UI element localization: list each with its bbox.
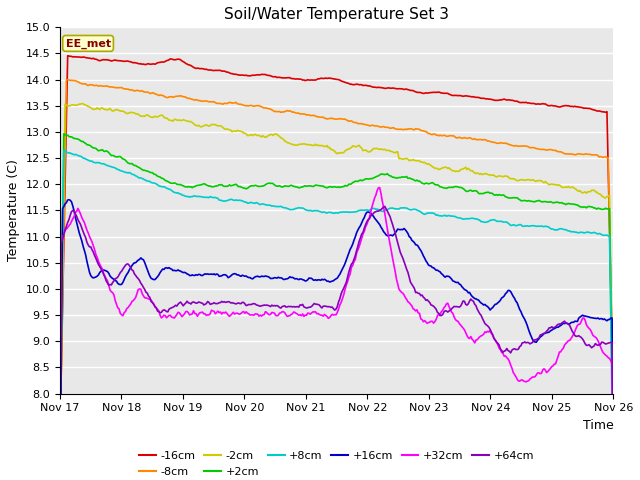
-16cm: [442, 90, 449, 96]
Line: +32cm: +32cm: [60, 188, 613, 480]
+2cm: [378, 171, 386, 177]
-8cm: [56, 443, 64, 449]
+16cm: [609, 439, 617, 444]
-2cm: [56, 455, 64, 461]
+8cm: [56, 431, 64, 436]
+64cm: [56, 432, 64, 438]
+32cm: [564, 338, 572, 344]
+2cm: [564, 201, 572, 206]
+8cm: [378, 208, 386, 214]
-2cm: [609, 424, 617, 430]
-8cm: [442, 132, 449, 138]
+32cm: [495, 345, 503, 351]
-8cm: [564, 151, 572, 157]
-16cm: [564, 103, 572, 108]
-2cm: [564, 184, 572, 190]
Line: +64cm: +64cm: [60, 206, 613, 480]
-8cm: [484, 138, 492, 144]
-8cm: [495, 140, 503, 146]
Line: -16cm: -16cm: [60, 56, 613, 433]
-2cm: [484, 171, 492, 177]
+64cm: [484, 323, 492, 329]
+64cm: [99, 268, 106, 274]
Line: +8cm: +8cm: [60, 150, 613, 480]
-8cm: [609, 416, 617, 422]
Title: Soil/Water Temperature Set 3: Soil/Water Temperature Set 3: [224, 7, 449, 22]
-2cm: [100, 106, 108, 112]
+8cm: [484, 219, 492, 225]
+16cm: [495, 299, 503, 305]
-16cm: [495, 97, 503, 103]
+2cm: [60, 131, 68, 137]
+64cm: [442, 308, 449, 314]
+16cm: [442, 274, 449, 280]
-16cm: [64, 53, 72, 59]
+32cm: [442, 303, 449, 309]
+16cm: [484, 304, 492, 310]
+2cm: [56, 421, 64, 427]
+8cm: [100, 161, 108, 167]
Line: +2cm: +2cm: [60, 134, 613, 467]
-16cm: [609, 401, 617, 407]
-2cm: [78, 101, 86, 107]
+2cm: [609, 464, 617, 470]
+16cm: [564, 321, 572, 327]
+32cm: [99, 266, 106, 272]
+2cm: [100, 148, 108, 154]
+64cm: [377, 207, 385, 213]
-8cm: [64, 77, 72, 83]
Line: -2cm: -2cm: [60, 104, 613, 458]
-8cm: [378, 124, 386, 130]
+2cm: [484, 190, 492, 195]
+64cm: [381, 204, 388, 209]
Line: -8cm: -8cm: [60, 80, 613, 446]
+8cm: [60, 147, 68, 153]
+64cm: [495, 342, 503, 348]
+8cm: [442, 213, 449, 218]
-16cm: [100, 57, 108, 62]
+2cm: [442, 185, 449, 191]
-2cm: [442, 164, 449, 170]
+64cm: [564, 322, 572, 327]
+8cm: [495, 218, 503, 224]
Y-axis label: Temperature (C): Temperature (C): [7, 159, 20, 262]
-16cm: [484, 96, 492, 102]
+32cm: [484, 328, 492, 334]
+32cm: [56, 429, 64, 435]
-2cm: [378, 147, 386, 153]
+16cm: [378, 226, 386, 232]
+2cm: [495, 192, 503, 197]
Text: EE_met: EE_met: [65, 38, 111, 48]
-2cm: [495, 173, 503, 179]
X-axis label: Time: Time: [582, 419, 613, 432]
-16cm: [378, 85, 386, 91]
+16cm: [100, 267, 108, 273]
+16cm: [65, 197, 73, 203]
+32cm: [376, 185, 383, 191]
Legend: -16cm, -8cm, -2cm, +2cm, +8cm, +16cm, +32cm, +64cm: -16cm, -8cm, -2cm, +2cm, +8cm, +16cm, +3…: [135, 447, 538, 480]
-16cm: [56, 431, 64, 436]
-8cm: [100, 84, 108, 89]
+8cm: [564, 228, 572, 234]
Line: +16cm: +16cm: [60, 200, 613, 480]
+32cm: [378, 198, 386, 204]
